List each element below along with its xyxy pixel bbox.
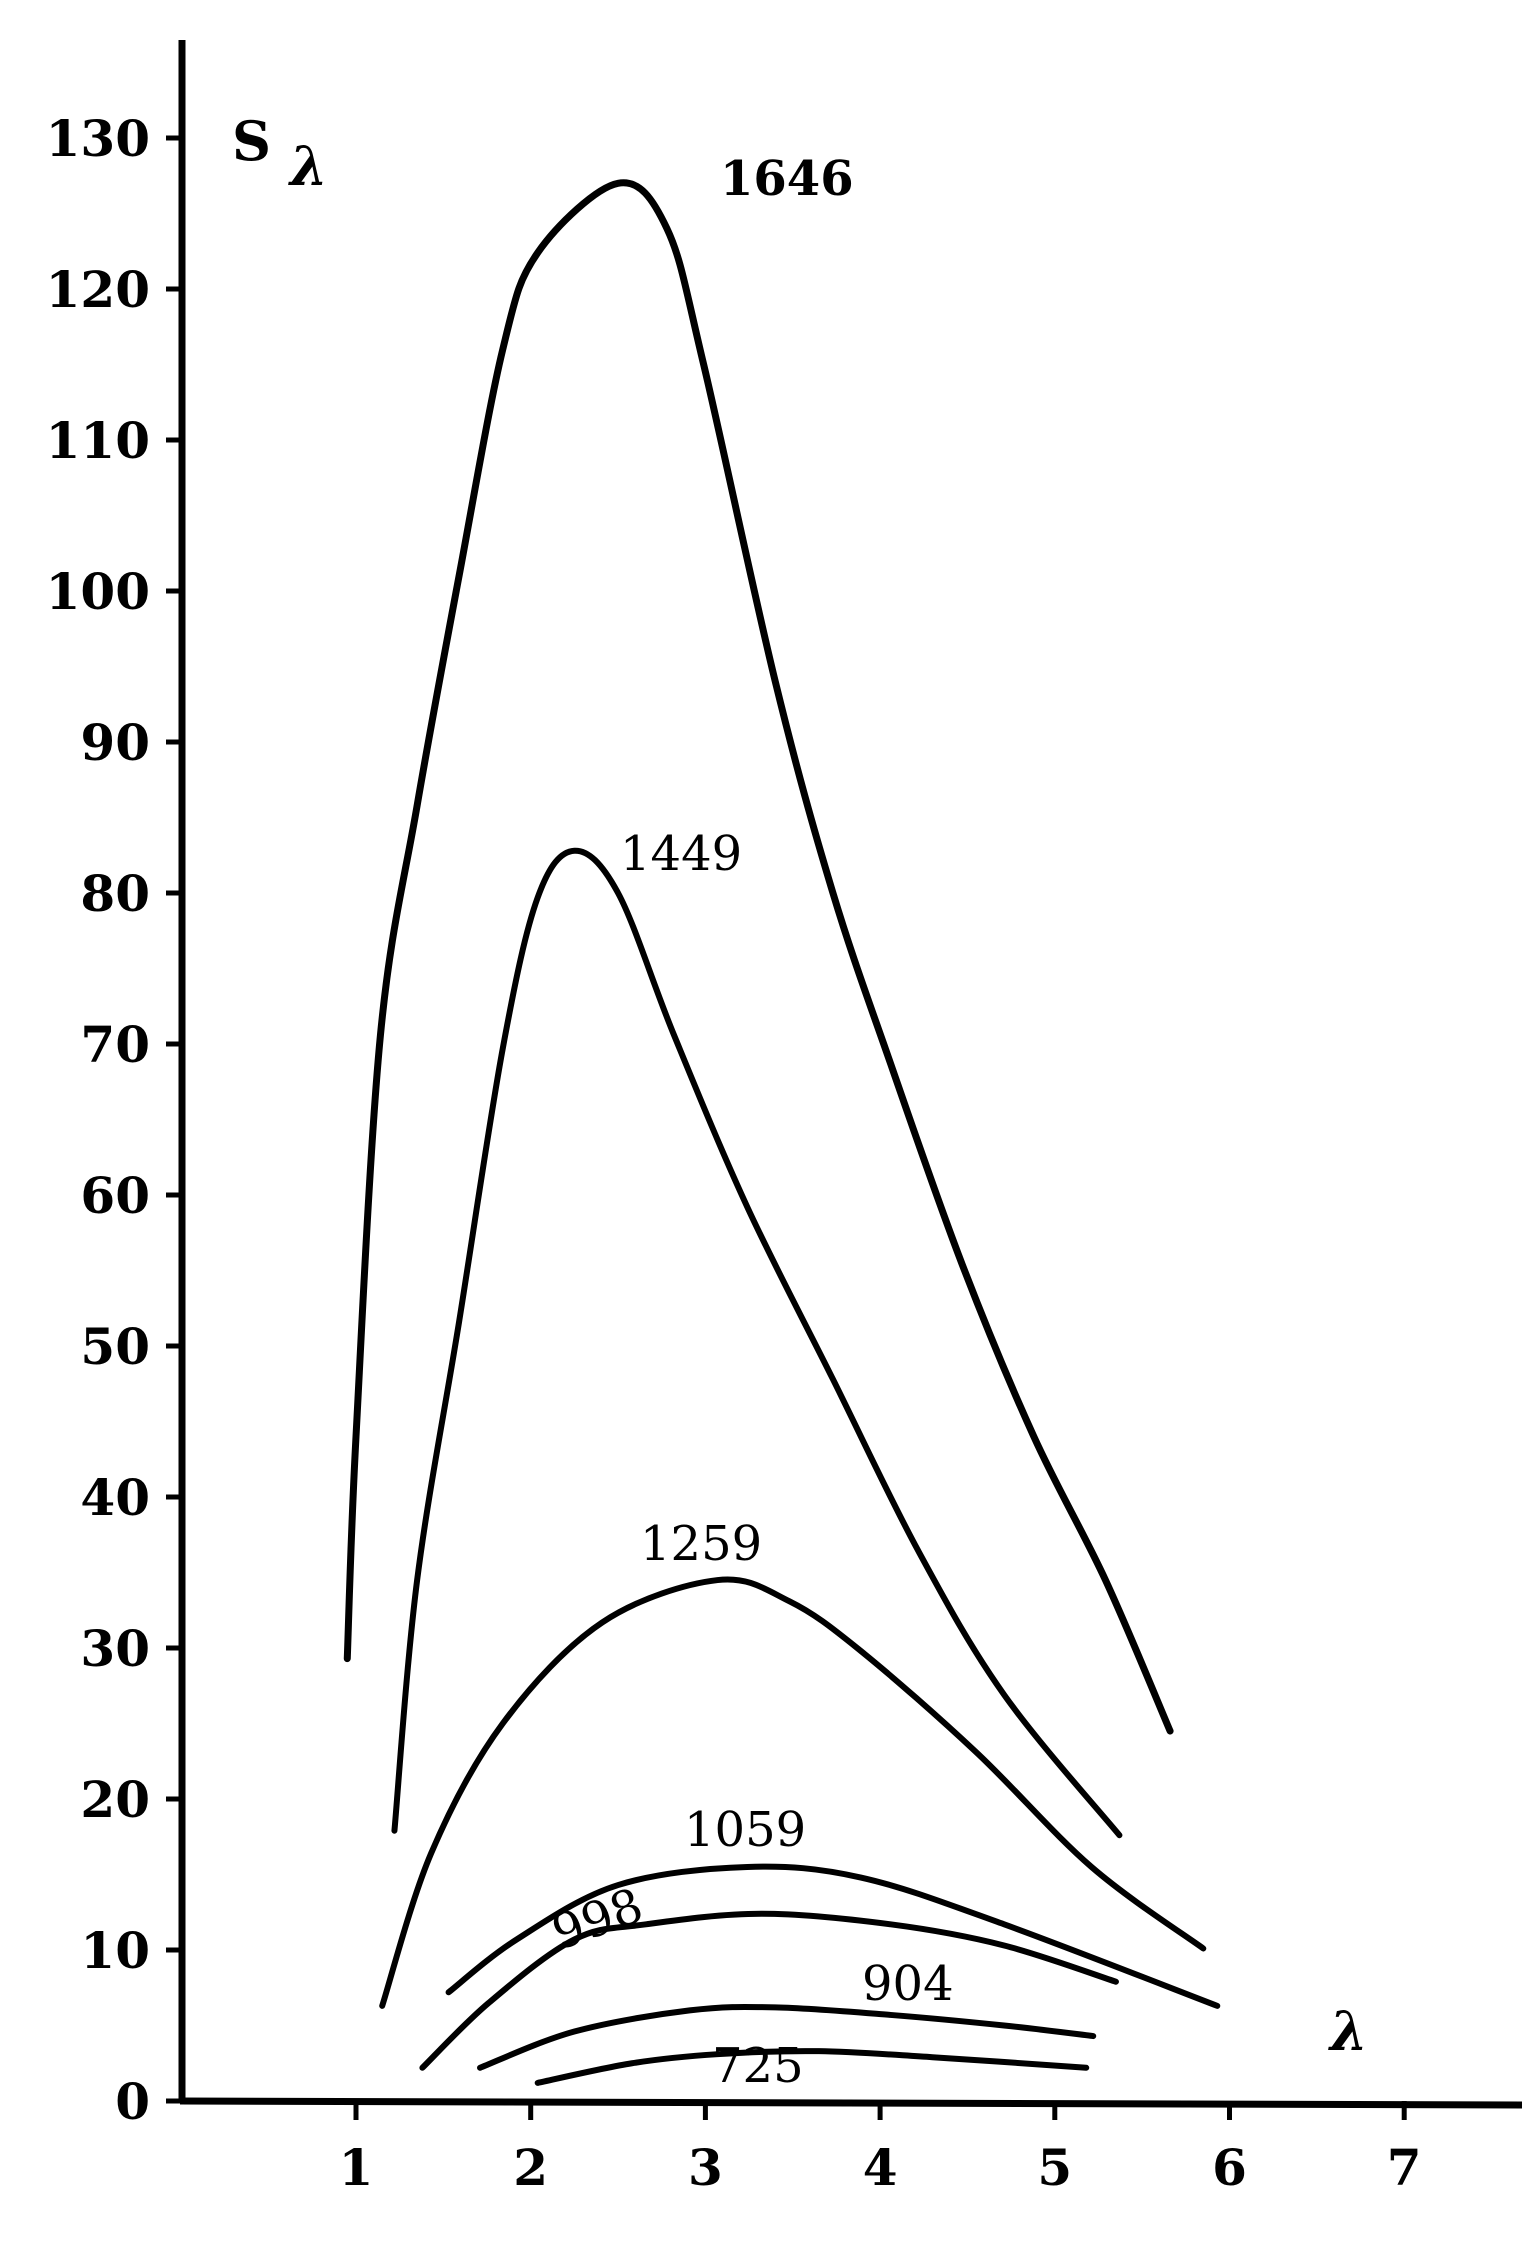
y-tick-label: 40 [80, 1468, 150, 1527]
x-tick-label: 5 [1037, 2138, 1072, 2197]
x-tick-label: 6 [1212, 2138, 1247, 2197]
curve-label-1646: 1646 [720, 151, 854, 207]
curve-998 [419, 1910, 1119, 2071]
x-axis-title: λ [1328, 1999, 1368, 2063]
curve-label-1059: 1059 [684, 1802, 806, 1858]
y-tick-label: 100 [46, 562, 150, 621]
curve-label-998: 998 [545, 1877, 650, 1961]
y-tick-label: 70 [80, 1015, 150, 1074]
curve-label-725: 725 [712, 2038, 804, 2094]
curve-label-1449: 1449 [620, 826, 742, 882]
x-tick-label: 2 [513, 2138, 548, 2197]
curve-904 [477, 2003, 1097, 2071]
y-axis-title: S [232, 109, 271, 173]
y-tick-label: 80 [80, 864, 150, 923]
y-tick-label: 120 [46, 260, 150, 319]
x-tick-label: 3 [688, 2138, 723, 2197]
y-tick-label: 10 [80, 1921, 150, 1980]
y-tick-label: 90 [80, 713, 150, 772]
x-tick-label: 4 [863, 2138, 898, 2197]
curve-1259 [379, 1576, 1207, 2009]
y-tick-label: 0 [115, 2072, 150, 2131]
y-tick-label: 30 [80, 1619, 150, 1678]
y-tick-label: 20 [80, 1770, 150, 1829]
x-tick-label: 7 [1387, 2138, 1422, 2197]
curve-label-1259: 1259 [640, 1516, 762, 1572]
curve-725 [534, 2048, 1090, 2086]
curve-1646 [343, 179, 1174, 1735]
curve-1449 [391, 847, 1123, 1839]
y-tick-label: 110 [46, 411, 150, 470]
curve-1059 [445, 1863, 1221, 2009]
x-axis [179, 2097, 1522, 2109]
y-tick-label: 130 [46, 109, 150, 168]
y-axis-title-subscript: λ [288, 134, 328, 198]
y-tick-label: 60 [80, 1166, 150, 1225]
x-tick-label: 1 [339, 2138, 374, 2197]
y-tick-label: 50 [80, 1317, 150, 1376]
curve-label-904: 904 [862, 1956, 954, 2012]
